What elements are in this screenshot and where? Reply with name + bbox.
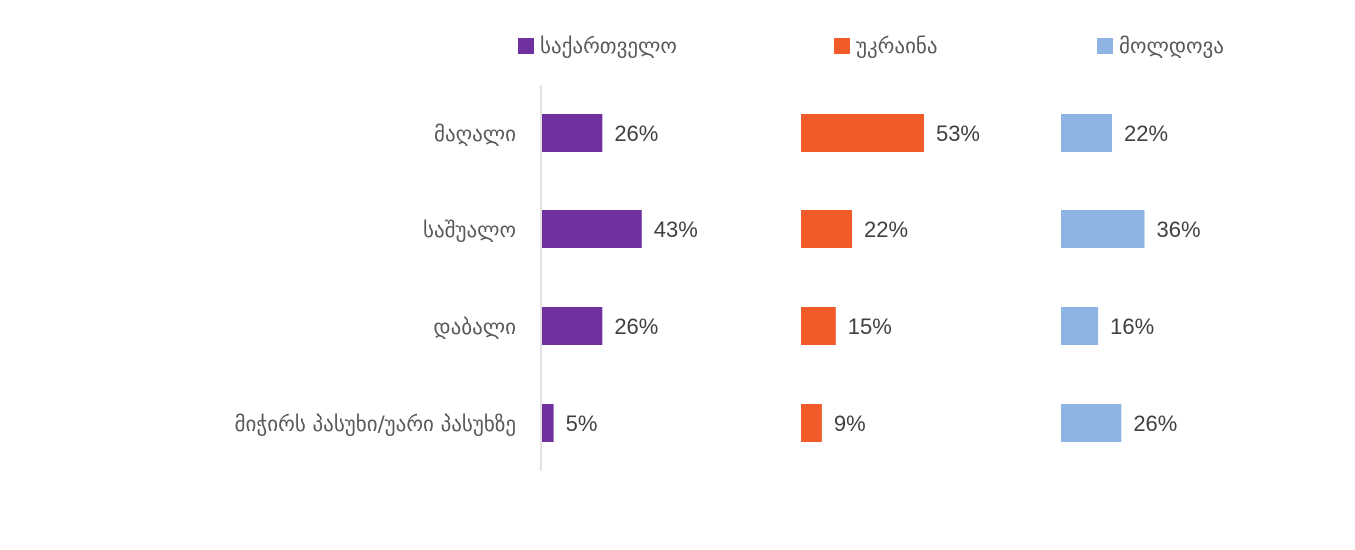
category-label-2: დაბალი [433, 315, 516, 339]
legend-swatch-1 [834, 38, 850, 54]
bar-2-0 [1061, 114, 1113, 152]
value-label-2-0: 22% [1124, 121, 1168, 146]
bar-0-2 [542, 307, 603, 345]
legend: საქართველო უკრაინა მოლდოვა [518, 34, 1224, 58]
series-panel-2: 22% 36% 16% 26% [1061, 114, 1201, 442]
legend-label-1: უკრაინა [856, 34, 938, 58]
value-label-2-2: 16% [1110, 314, 1154, 339]
legend-label-0: საქართველო [540, 34, 677, 58]
value-label-2-3: 26% [1133, 411, 1177, 436]
bar-0-3 [542, 404, 554, 442]
category-label-0: მაღალი [434, 122, 516, 146]
bar-2-1 [1061, 210, 1145, 248]
bar-0-1 [542, 210, 642, 248]
value-label-1-3: 9% [834, 411, 866, 436]
bar-0-0 [542, 114, 603, 152]
value-label-0-3: 5% [566, 411, 598, 436]
series-panel-1: 53% 22% 15% 9% [801, 114, 980, 442]
series-panel-0: 26% 43% 26% 5% [542, 114, 698, 442]
value-label-1-0: 53% [936, 121, 980, 146]
value-label-0-0: 26% [614, 121, 658, 146]
bar-2-3 [1061, 404, 1122, 442]
value-label-0-1: 43% [654, 217, 698, 242]
value-label-1-2: 15% [848, 314, 892, 339]
plot-area: 26% 43% 26% 5% 53% 22% 15% 9% 22% 36% 16% 26% [542, 114, 1201, 442]
value-label-2-1: 36% [1157, 217, 1201, 242]
category-label-1: საშუალო [423, 218, 516, 242]
value-label-0-2: 26% [614, 314, 658, 339]
bar-1-0 [801, 114, 924, 152]
legend-swatch-2 [1097, 38, 1113, 54]
bar-1-3 [801, 404, 822, 442]
value-label-1-1: 22% [864, 217, 908, 242]
category-label-3: მიჭირს პასუხი/უარი პასუხზე [235, 412, 517, 436]
bar-2-2 [1061, 307, 1099, 345]
bar-1-2 [801, 307, 836, 345]
legend-label-2: მოლდოვა [1119, 34, 1224, 58]
bar-1-1 [801, 210, 853, 248]
category-labels: მაღალი საშუალო დაბალი მიჭირს პასუხი/უარი პა… [235, 122, 517, 436]
legend-swatch-0 [518, 38, 534, 54]
